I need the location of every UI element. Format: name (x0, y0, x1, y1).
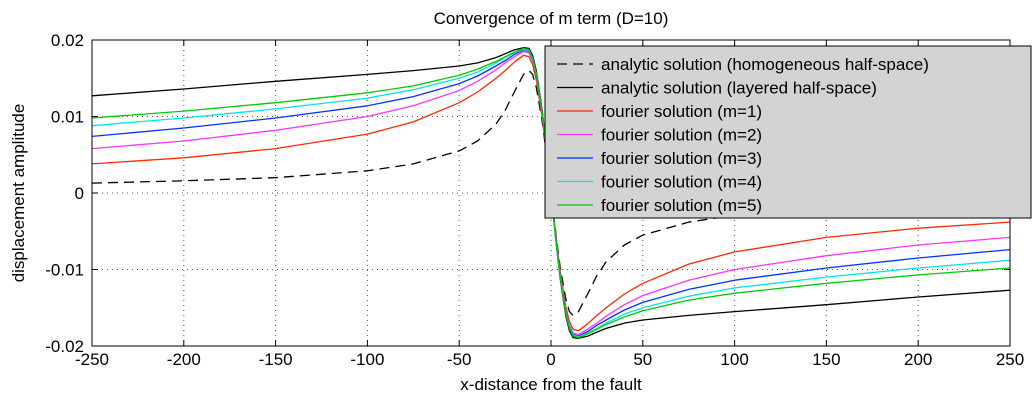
y-tick-label: 0 (75, 184, 84, 203)
x-tick-label: 150 (812, 350, 840, 369)
x-tick-label: -150 (259, 350, 293, 369)
legend-label: fourier solution (m=4) (601, 173, 762, 192)
chart-title: Convergence of m term (D=10) (434, 9, 669, 28)
legend-label: analytic solution (layered half-space) (601, 79, 877, 98)
y-tick-label: -0.01 (45, 261, 84, 280)
ticks: -250 -200 -150 -100 -50 0 50 100 150 200 250 -0.02 -… (45, 31, 1024, 369)
legend-label: fourier solution (m=1) (601, 102, 762, 121)
x-axis-label: x-distance from the fault (460, 375, 642, 394)
legend: analytic solution (homogeneous half-spac… (544, 45, 1032, 219)
x-tick-label: 200 (904, 350, 932, 369)
x-tick-label: 50 (633, 350, 652, 369)
legend-label: analytic solution (homogeneous half-spac… (601, 55, 929, 74)
series-line-0 (91, 69, 1011, 317)
x-tick-label: -200 (167, 350, 201, 369)
legend-box (544, 45, 1032, 219)
y-tick-label: 0.01 (51, 108, 84, 127)
x-tick-label: 250 (996, 350, 1024, 369)
legend-label: fourier solution (m=5) (601, 196, 762, 215)
x-tick-label: -100 (350, 350, 384, 369)
y-tick-label: 0.02 (51, 31, 84, 50)
x-tick-label: -50 (447, 350, 472, 369)
legend-label: fourier solution (m=2) (601, 126, 762, 145)
y-tick-label: -0.02 (45, 337, 84, 356)
x-tick-label: 100 (720, 350, 748, 369)
x-tick-label: 0 (546, 350, 555, 369)
y-axis-label: displacement amplitude (9, 104, 28, 283)
x-tick-label: -250 (75, 350, 109, 369)
legend-label: fourier solution (m=3) (601, 149, 762, 168)
